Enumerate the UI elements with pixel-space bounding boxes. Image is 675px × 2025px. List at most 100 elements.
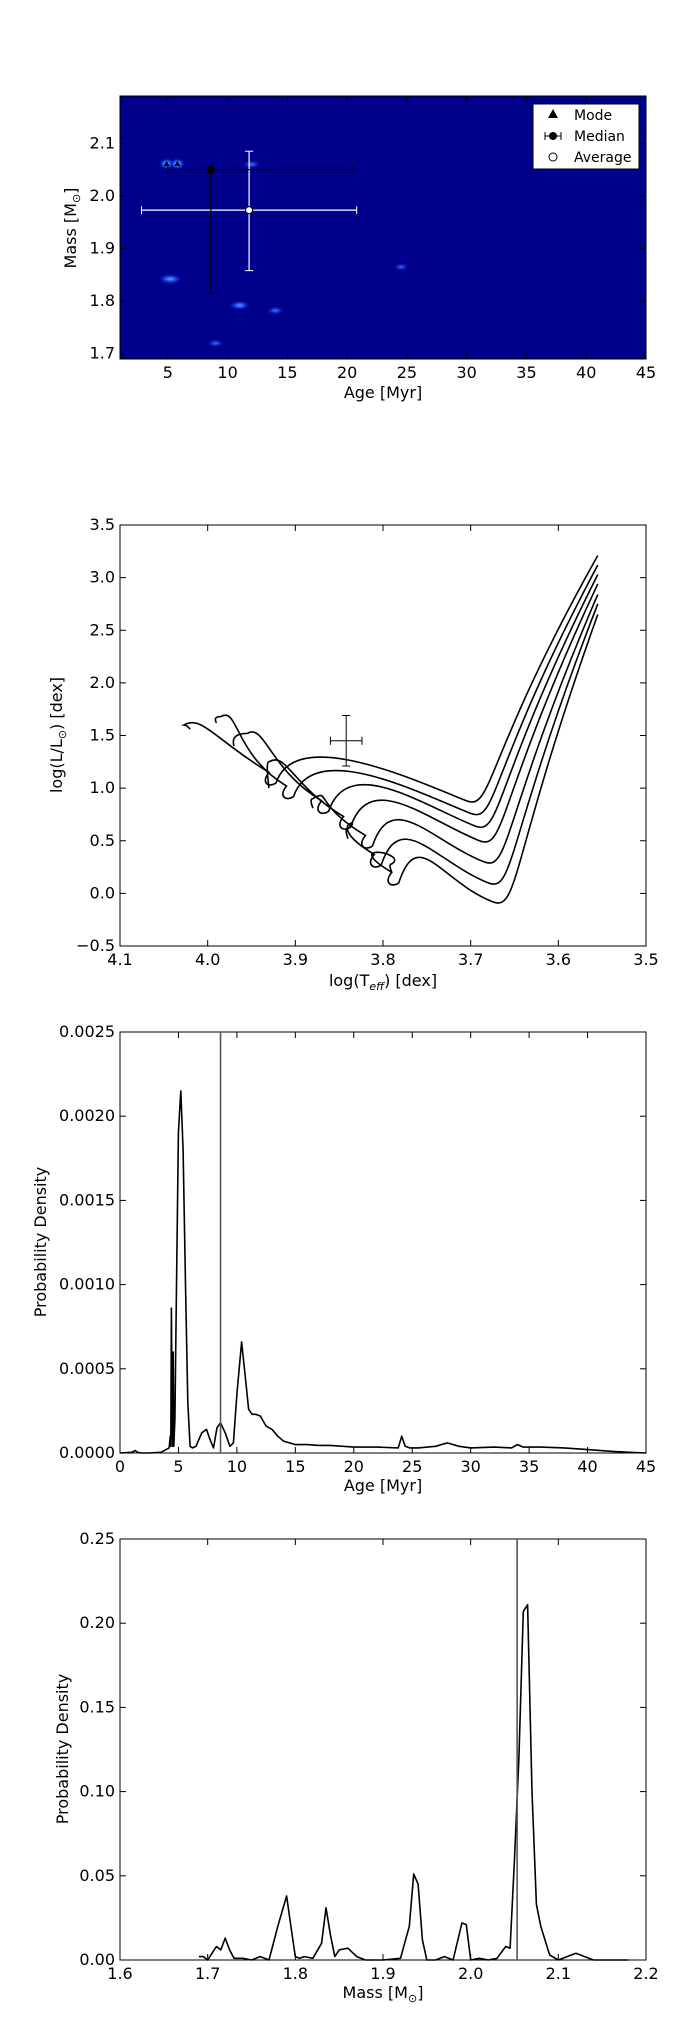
age-pdf-frame bbox=[119, 1031, 647, 1454]
heatmap-ticks: 5 10 15 20 25 30 35 40 45 1.7 1.8 1.9 2.0 2.1 bbox=[90, 96, 656, 382]
average-marker bbox=[245, 206, 254, 215]
median-marker bbox=[206, 165, 215, 174]
legend: Mode Median Average bbox=[532, 103, 640, 170]
age-pdf-ticks: 0 5 10 15 20 25 30 35 40 45 0.0000 0.0005 0.0010 0.00… bbox=[59, 1022, 656, 1476]
x-tick-label: 40 bbox=[577, 1457, 597, 1476]
x-tick-label: 40 bbox=[576, 363, 596, 382]
mass-pdf-frame bbox=[119, 1538, 647, 1961]
y-tick-label: 0.5 bbox=[90, 831, 115, 850]
x-tick-label: 10 bbox=[217, 363, 237, 382]
y-tick-label: 0.25 bbox=[79, 1529, 115, 1548]
x-tick-label: 1.6 bbox=[107, 1964, 132, 1983]
y-tick-label: 1.0 bbox=[90, 778, 115, 797]
hr-ticks: 4.1 4.0 3.9 3.8 3.7 3.6 3.5 −0.5 0.0 0.5 1.0 1.5 2.0… bbox=[76, 515, 659, 969]
y-tick-label: 3.5 bbox=[90, 515, 115, 534]
heatmap-hotspot bbox=[157, 273, 184, 285]
age-pdf-panel: 0 5 10 15 20 25 30 35 40 45 0.0000 0.0005 0.0010 0.00… bbox=[31, 1022, 656, 1495]
evolutionary-tracks bbox=[181, 555, 599, 904]
mass-age-heatmap-panel: 5 10 15 20 25 30 35 40 45 1.7 1.8 1.9 2.0 2.1 Age [My… bbox=[61, 95, 656, 402]
y-tick-label: 1.9 bbox=[90, 239, 115, 258]
heatmap-xlabel: Age [Myr] bbox=[344, 383, 422, 402]
age-pdf-ylabel: Probability Density bbox=[31, 1167, 50, 1318]
x-tick-label: 0 bbox=[115, 1457, 125, 1476]
x-tick-label: 35 bbox=[519, 1457, 539, 1476]
mass-pdf-ticks: 1.6 1.7 1.8 1.9 2.0 2.1 2.2 0.00 0.05 0.10 0.15 0.2… bbox=[79, 1529, 658, 1983]
x-tick-label: 35 bbox=[516, 363, 536, 382]
x-tick-label: 3.9 bbox=[283, 950, 308, 969]
x-tick-label: 30 bbox=[457, 363, 477, 382]
age-pdf-plot bbox=[119, 1032, 647, 1454]
y-tick-label: 0.05 bbox=[79, 1866, 115, 1885]
x-tick-label: 20 bbox=[337, 363, 357, 382]
y-tick-label: 0.15 bbox=[79, 1697, 115, 1716]
x-tick-label: 1.7 bbox=[195, 1964, 220, 1983]
x-tick-label: 4.1 bbox=[107, 950, 132, 969]
y-tick-label: 0.0005 bbox=[59, 1359, 115, 1378]
x-tick-label: 20 bbox=[344, 1457, 364, 1476]
legend-mode-label: Mode bbox=[574, 108, 612, 124]
legend-median-label: Median bbox=[574, 129, 625, 145]
hr-ylabel: log(L/L⊙) [dex] bbox=[47, 677, 69, 793]
x-tick-label: 1.8 bbox=[283, 1964, 308, 1983]
x-tick-label: 25 bbox=[402, 1457, 422, 1476]
x-tick-label: 2.0 bbox=[458, 1964, 483, 1983]
x-tick-label: 3.6 bbox=[546, 950, 571, 969]
y-tick-label: 0.0 bbox=[90, 883, 115, 902]
evolutionary-track bbox=[310, 594, 599, 864]
heatmap-frame bbox=[119, 95, 647, 360]
hr-xlabel: log(Teff) [dex] bbox=[329, 971, 437, 993]
mass-pdf-xlabel: Mass [M⊙] bbox=[343, 1983, 424, 2005]
x-tick-label: 4.0 bbox=[195, 950, 220, 969]
y-tick-label: 1.7 bbox=[90, 344, 115, 363]
mode-marker bbox=[174, 160, 181, 166]
error-bars bbox=[141, 150, 358, 294]
legend-average-marker bbox=[548, 152, 558, 162]
y-tick-label: 1.5 bbox=[90, 726, 115, 745]
hr-diagram-panel: 4.1 4.0 3.9 3.8 3.7 3.6 3.5 −0.5 0.0 0.5 1.0 1.5 2.0… bbox=[47, 515, 659, 993]
x-tick-label: 10 bbox=[227, 1457, 247, 1476]
heatmap-ylabel: Mass [M⊙] bbox=[61, 188, 83, 269]
evolutionary-track bbox=[345, 603, 599, 885]
evolutionary-track bbox=[266, 583, 599, 843]
pdf-line bbox=[119, 1090, 647, 1454]
x-tick-label: 30 bbox=[460, 1457, 480, 1476]
y-tick-label: −0.5 bbox=[76, 936, 115, 955]
evolutionary-track bbox=[214, 564, 599, 816]
heatmap-hotspot bbox=[242, 159, 261, 169]
y-tick-label: 3.0 bbox=[90, 568, 115, 587]
y-tick-label: 0.20 bbox=[79, 1613, 115, 1632]
pdf-line bbox=[198, 1603, 629, 1961]
legend-median-marker bbox=[549, 132, 557, 140]
y-tick-label: 0.0015 bbox=[59, 1190, 115, 1209]
mass-pdf-ylabel: Probability Density bbox=[53, 1674, 72, 1825]
evolutionary-track bbox=[371, 614, 599, 904]
evolutionary-track bbox=[232, 574, 599, 828]
heatmap-hotspot bbox=[265, 306, 285, 316]
legend-average-label: Average bbox=[574, 150, 632, 166]
x-tick-label: 5 bbox=[163, 363, 173, 382]
y-tick-label: 2.5 bbox=[90, 620, 115, 639]
mass-pdf-plot bbox=[198, 1539, 629, 1961]
y-tick-label: 0.0025 bbox=[59, 1022, 115, 1041]
x-tick-label: 25 bbox=[397, 363, 417, 382]
x-tick-label: 5 bbox=[173, 1457, 183, 1476]
heatmap-hotspot bbox=[392, 262, 410, 271]
mass-pdf-panel: 1.6 1.7 1.8 1.9 2.0 2.1 2.2 0.00 0.05 0.10 0.15 0.2… bbox=[53, 1529, 659, 2005]
heatmap-density bbox=[157, 157, 410, 348]
mode-marker bbox=[163, 160, 170, 166]
y-tick-label: 0.00 bbox=[79, 1950, 115, 1969]
y-tick-label: 2.1 bbox=[90, 133, 115, 152]
y-tick-label: 0.10 bbox=[79, 1782, 115, 1801]
x-tick-label: 2.2 bbox=[633, 1964, 658, 1983]
observation-errorbar bbox=[329, 715, 363, 767]
x-tick-label: 15 bbox=[277, 363, 297, 382]
y-tick-label: 0.0010 bbox=[59, 1275, 115, 1294]
age-pdf-xlabel: Age [Myr] bbox=[344, 1476, 422, 1495]
x-tick-label: 3.7 bbox=[458, 950, 483, 969]
legend-mode-marker bbox=[548, 109, 558, 118]
x-tick-label: 3.8 bbox=[370, 950, 395, 969]
x-tick-label: 1.9 bbox=[370, 1964, 395, 1983]
x-tick-label: 15 bbox=[285, 1457, 305, 1476]
y-tick-label: 2.0 bbox=[90, 186, 115, 205]
